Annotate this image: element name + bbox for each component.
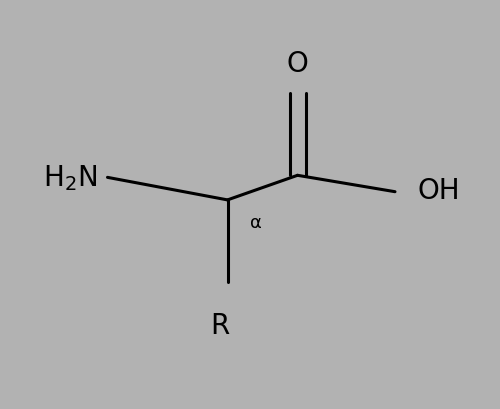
Text: H$_2$N: H$_2$N [43, 163, 98, 193]
Text: OH: OH [418, 176, 460, 204]
Text: O: O [286, 49, 308, 77]
Text: α: α [250, 214, 262, 232]
FancyBboxPatch shape [20, 16, 480, 393]
Text: R: R [210, 311, 230, 339]
